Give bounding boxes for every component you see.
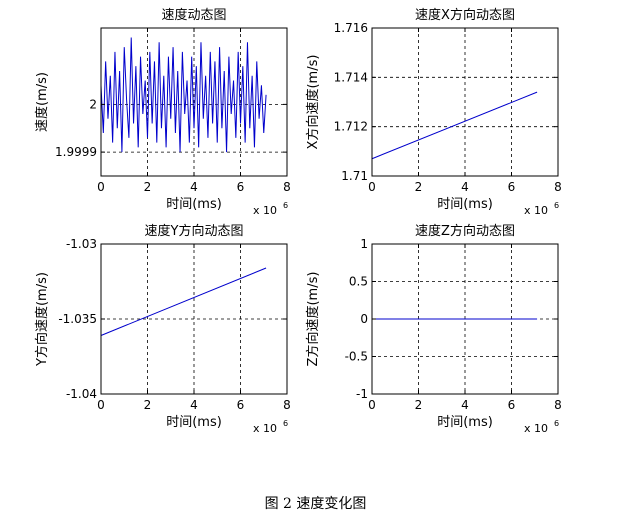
chart-title: 速度Z方向动态图 bbox=[415, 223, 515, 239]
tick-label-y: 0 bbox=[360, 312, 368, 326]
y-axis-label: 速度(m/s) bbox=[34, 72, 50, 132]
tick-label-x: 6 bbox=[237, 180, 245, 194]
tick-label-x: 2 bbox=[144, 398, 152, 412]
tick-label-x: 4 bbox=[190, 180, 198, 194]
tick-label-y: 1.9999 bbox=[55, 145, 97, 159]
tick-label-x: 6 bbox=[237, 398, 245, 412]
x-exponent-power: 6 bbox=[283, 419, 288, 428]
y-axis-label: Y方向速度(m/s) bbox=[34, 272, 50, 367]
series-line bbox=[100, 267, 267, 336]
x-axis-label: 时间(ms) bbox=[437, 415, 493, 430]
y-axis-label: Z方向速度(m/s) bbox=[305, 272, 321, 367]
tick-label-y: -1.03 bbox=[66, 237, 97, 251]
tick-label-x: 0 bbox=[97, 398, 105, 412]
tick-label-x: 0 bbox=[368, 398, 376, 412]
tick-label-x: 8 bbox=[554, 180, 562, 194]
tick-label-x: 0 bbox=[97, 180, 105, 194]
tick-label-x: 4 bbox=[190, 398, 198, 412]
tick-label-y: 1 bbox=[360, 237, 368, 251]
x-exponent-label: x 10 bbox=[524, 422, 548, 435]
tick-label-y: 1.712 bbox=[334, 120, 368, 134]
x-axis-label: 时间(ms) bbox=[166, 197, 222, 212]
tick-label-x: 8 bbox=[283, 180, 291, 194]
x-axis-label: 时间(ms) bbox=[166, 415, 222, 430]
chart-title: 速度X方向动态图 bbox=[415, 7, 515, 23]
tick-label-y: 0.5 bbox=[349, 275, 368, 289]
x-exponent-label: x 10 bbox=[524, 204, 548, 217]
tick-label-x: 6 bbox=[508, 398, 516, 412]
x-exponent-power: 6 bbox=[554, 201, 559, 210]
x-exponent-label: x 10 bbox=[253, 422, 277, 435]
tick-label-x: 8 bbox=[283, 398, 291, 412]
tick-label-x: 2 bbox=[144, 180, 152, 194]
figure-caption: 图 2 速度变化图 bbox=[264, 496, 367, 512]
series-line bbox=[100, 37, 267, 153]
tick-label-x: 8 bbox=[554, 398, 562, 412]
tick-label-y: -1.04 bbox=[66, 387, 97, 401]
tick-label-y: -1.035 bbox=[58, 312, 97, 326]
tick-label-x: 4 bbox=[461, 180, 469, 194]
tick-label-x: 0 bbox=[368, 180, 376, 194]
x-axis-label: 时间(ms) bbox=[437, 197, 493, 212]
tick-label-y: 2 bbox=[89, 97, 97, 111]
tick-label-y: 1.716 bbox=[334, 21, 368, 35]
x-exponent-power: 6 bbox=[554, 419, 559, 428]
x-exponent-power: 6 bbox=[283, 201, 288, 210]
tick-label-y: 1.714 bbox=[334, 70, 368, 84]
tick-label-x: 4 bbox=[461, 398, 469, 412]
tick-label-y: -1 bbox=[356, 387, 368, 401]
tick-label-y: 1.71 bbox=[341, 169, 368, 183]
tick-label-x: 2 bbox=[415, 398, 423, 412]
chart-title: 速度Y方向动态图 bbox=[145, 223, 244, 239]
series-line bbox=[371, 91, 538, 160]
y-axis-label: X方向速度(m/s) bbox=[305, 55, 321, 150]
tick-label-x: 2 bbox=[415, 180, 423, 194]
tick-label-x: 6 bbox=[508, 180, 516, 194]
x-exponent-label: x 10 bbox=[253, 204, 277, 217]
chart-title: 速度动态图 bbox=[161, 7, 226, 23]
tick-label-y: -0.5 bbox=[345, 350, 368, 364]
